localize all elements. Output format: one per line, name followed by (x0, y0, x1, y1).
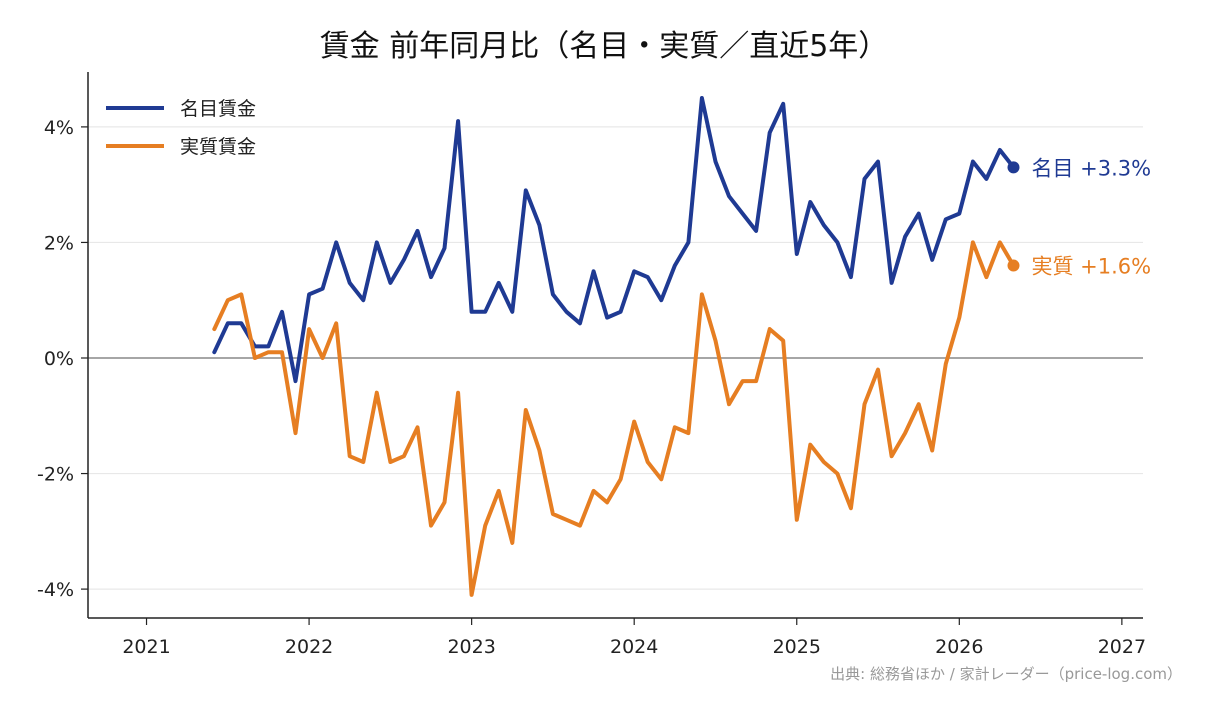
source-note: 出典: 総務省ほか / 家計レーダー（price-log.com） (830, 665, 1182, 683)
legend-label-0: 名目賃金 (180, 98, 256, 120)
end-labels: 名目 +3.3% 実質 +1.6% (1031, 156, 1151, 278)
x-tick-label: 2024 (610, 636, 658, 658)
y-tick-label: 0% (44, 348, 74, 370)
series-end-point-1 (1007, 259, 1020, 272)
chart-title: 賃金 前年同月比（名目・実質／直近5年） (320, 29, 889, 64)
x-tick-label: 2022 (285, 636, 333, 658)
x-axis-ticks: 2021 2022 2023 2024 2025 2026 2027 (122, 618, 1146, 658)
series-layer (212, 96, 1020, 597)
axes (87, 72, 1143, 619)
x-tick-label: 2023 (447, 636, 495, 658)
y-tick-label: -2% (37, 464, 74, 486)
series-line-1 (212, 240, 1016, 597)
x-tick-label: 2027 (1098, 636, 1146, 658)
x-tick-label: 2026 (935, 636, 983, 658)
y-tick-label: -4% (37, 579, 74, 601)
series-line-0 (212, 96, 1016, 384)
series-end-label-0: 名目 +3.3% (1031, 156, 1151, 180)
series-end-point-0 (1007, 161, 1020, 174)
x-tick-label: 2021 (122, 636, 170, 658)
y-tick-label: 4% (44, 117, 74, 139)
legend-label-1: 実質賃金 (180, 136, 256, 158)
x-tick-label: 2025 (773, 636, 821, 658)
y-axis-ticks: -4% -2% 0% 2% 4% (37, 117, 88, 601)
series-end-label-1: 実質 +1.6% (1031, 255, 1151, 279)
y-tick-label: 2% (44, 232, 74, 254)
